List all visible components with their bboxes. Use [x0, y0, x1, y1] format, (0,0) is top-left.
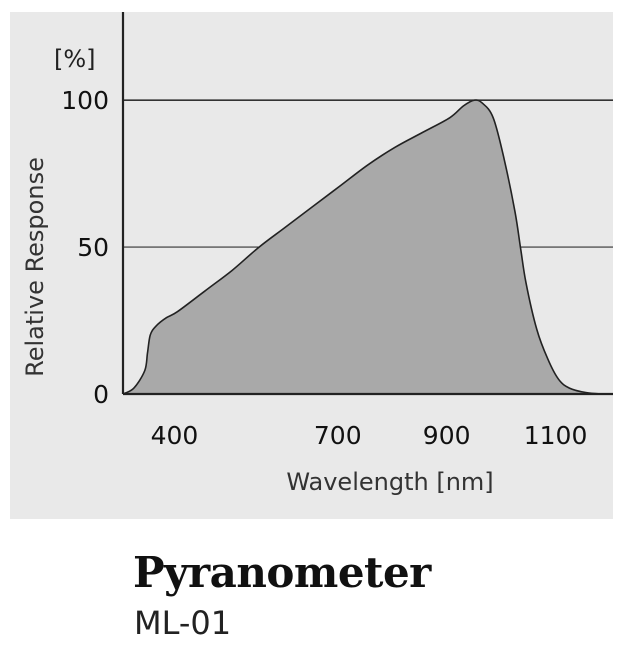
y-tick-label-100: 100	[61, 86, 109, 115]
product-model: ML-01	[134, 604, 232, 642]
axis-layer	[121, 12, 613, 396]
y-unit-label: [%]	[54, 45, 96, 73]
response-area	[123, 100, 603, 395]
y-tick-label-50: 50	[77, 233, 109, 262]
x-tick-label-900: 900	[423, 421, 471, 450]
x-axis-label: Wavelength [nm]	[286, 468, 493, 496]
response-curve	[122, 99, 603, 395]
y-axis-label: Relative Response	[21, 157, 49, 377]
x-tick-label-1100: 1100	[524, 421, 588, 450]
x-tick-label-700: 700	[314, 421, 362, 450]
response-area-layer	[122, 99, 603, 395]
chart-panel: 0 50 100 400 700 900 1100 [%] Relative Respons…	[10, 12, 613, 519]
x-tick-label-400: 400	[151, 421, 199, 450]
y-tick-label-0: 0	[93, 380, 109, 409]
product-title: Pyranometer	[133, 548, 431, 597]
tick-labels: 0 50 100 400 700 900 1100	[61, 86, 587, 450]
spectral-response-chart: 0 50 100 400 700 900 1100 [%] Relative Respons…	[21, 12, 613, 496]
